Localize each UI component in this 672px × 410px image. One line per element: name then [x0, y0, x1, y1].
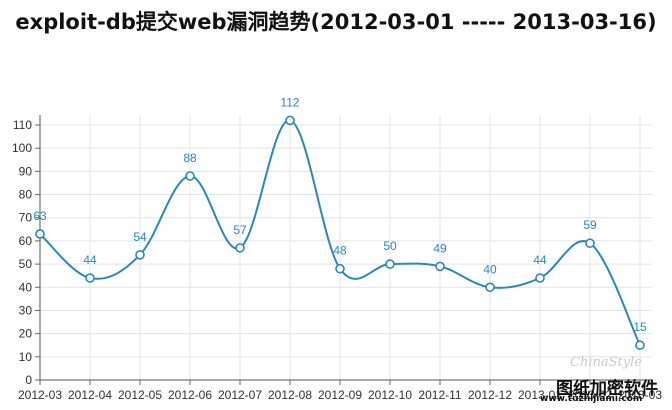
data-label: 40 [483, 262, 497, 276]
data-point [635, 340, 645, 351]
x-tick-label: 2013-02 [568, 388, 612, 402]
y-tick-label: 80 [19, 188, 33, 202]
data-point [285, 115, 295, 126]
data-point [85, 273, 95, 283]
x-tick-label: 2012-09 [318, 388, 362, 402]
data-point [435, 261, 445, 272]
data-point [335, 263, 345, 274]
watermark-text: 图纸加密软件 [556, 379, 658, 399]
data-point [485, 282, 495, 293]
data-label: 88 [183, 151, 197, 165]
data-label: 44 [533, 253, 547, 267]
data-label: 57 [233, 223, 247, 237]
y-tick-label: 110 [13, 118, 32, 132]
data-label: 50 [383, 239, 397, 253]
x-tick-label: 2012-05 [118, 388, 162, 402]
data-point [35, 229, 45, 239]
data-label: 54 [133, 230, 147, 244]
y-tick-label: 10 [19, 350, 33, 364]
y-tick-label: 50 [19, 257, 33, 271]
x-axis-ticks: 2012-03 2012-04 2012-05 2012-06 2012-07 2012-… [18, 380, 662, 402]
x-tick-label: 2012-10 [368, 388, 412, 402]
data-points [35, 115, 645, 351]
data-label: 59 [583, 218, 597, 232]
y-axis-ticks: 0 10 20 30 40 50 60 70 80 90 100 110 [12, 118, 40, 387]
data-label: 15 [633, 320, 647, 334]
x-tick-label: 2013-03 [618, 388, 662, 402]
y-tick-label: 90 [19, 164, 33, 178]
x-tick-label: 2012-04 [68, 388, 112, 402]
data-label: 44 [83, 253, 97, 267]
x-tick-label: 2012-06 [168, 388, 212, 402]
y-tick-label: 20 [19, 327, 33, 341]
data-labels: 63 44 54 88 57 112 48 50 49 40 44 59 15 [33, 95, 647, 334]
data-point [185, 171, 195, 181]
watermark-logo: ChinaStyle [570, 355, 642, 370]
data-point [535, 273, 545, 283]
y-tick-label: 0 [25, 373, 32, 387]
x-tick-label: 2012-07 [218, 388, 262, 402]
data-label: 112 [280, 95, 299, 109]
data-point [235, 243, 245, 253]
y-tick-label: 100 [12, 141, 32, 155]
y-tick-label: 30 [19, 303, 33, 317]
x-tick-label: 2012-11 [418, 388, 461, 402]
x-tick-label: 2012-08 [268, 388, 312, 402]
y-tick-label: 70 [19, 211, 33, 225]
data-point [585, 238, 595, 249]
y-tick-label: 40 [19, 280, 33, 294]
data-point [135, 250, 145, 260]
data-label: 48 [333, 244, 347, 258]
data-label: 63 [33, 209, 47, 223]
watermark-url: www.tuzhijiami.com [540, 394, 643, 404]
y-tick-label: 60 [19, 234, 33, 248]
data-label: 49 [433, 241, 447, 255]
axes [39, 115, 652, 381]
data-point [385, 259, 395, 269]
x-tick-label: 2012-12 [468, 388, 512, 402]
x-tick-label: 2012-03 [18, 388, 62, 402]
x-tick-label: 2013-01 [518, 388, 562, 402]
chart-title: exploit-db提交web漏洞趋势(2012-03-01 ----- 201… [15, 10, 657, 34]
